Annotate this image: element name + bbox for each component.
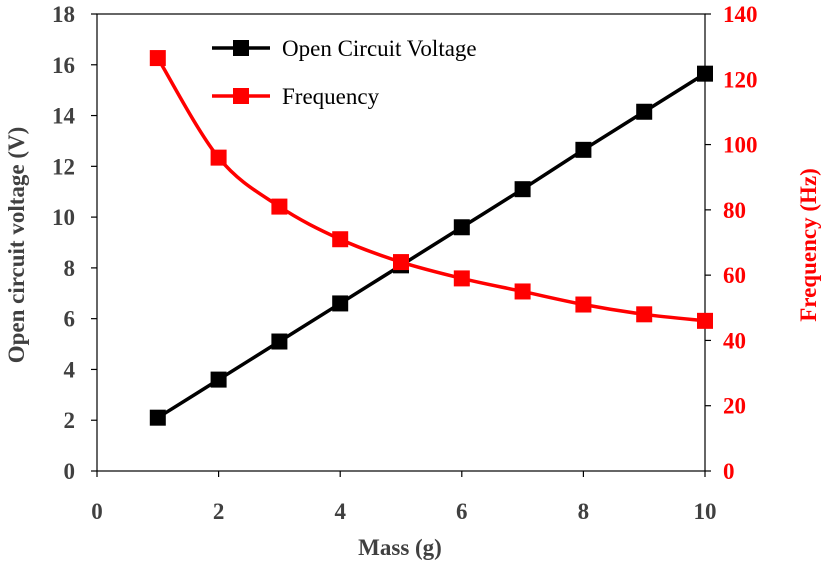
data-point-open-circuit-voltage — [332, 295, 349, 312]
data-point-frequency — [453, 270, 470, 287]
data-point-frequency — [514, 283, 531, 300]
data-point-frequency — [575, 296, 592, 313]
left-y-tick-label: 16 — [52, 53, 75, 78]
x-tick-label: 0 — [91, 499, 103, 524]
x-tick-label: 6 — [456, 499, 468, 524]
right-y-tick-label: 80 — [723, 198, 746, 223]
data-point-frequency — [271, 198, 288, 215]
data-point-open-circuit-voltage — [575, 141, 592, 158]
series-layer — [149, 50, 713, 426]
left-y-tick-label: 0 — [64, 459, 76, 484]
x-axis-title: Mass (g) — [358, 535, 442, 560]
x-tick-label: 2 — [213, 499, 225, 524]
right-y-tick-label: 120 — [723, 67, 758, 92]
left-y-tick-label: 14 — [52, 104, 76, 129]
legend-marker-frequency — [233, 88, 249, 104]
legend-label-frequency: Frequency — [282, 84, 380, 109]
legend: Open Circuit Voltage Frequency — [212, 36, 477, 109]
left-y-tick-label: 6 — [64, 307, 76, 332]
data-point-open-circuit-voltage — [453, 219, 470, 236]
left-y-tick-label: 18 — [52, 2, 75, 27]
left-y-tick-label: 12 — [52, 154, 75, 179]
plot-frame — [96, 13, 706, 472]
right-y-tick-label: 0 — [723, 459, 735, 484]
right-y-tick-label: 100 — [723, 133, 758, 158]
right-y-tick-label: 60 — [723, 263, 746, 288]
legend-label-open-circuit-voltage: Open Circuit Voltage — [282, 36, 477, 61]
data-point-open-circuit-voltage — [697, 65, 713, 82]
x-tick-label: 8 — [578, 499, 590, 524]
series-line-open-circuit-voltage — [156, 72, 706, 420]
data-point-frequency — [636, 306, 653, 323]
data-point-frequency — [393, 254, 409, 271]
data-point-open-circuit-voltage — [149, 409, 166, 426]
right-y-tick-label: 20 — [723, 394, 746, 419]
series-frequency — [149, 50, 713, 329]
left-y-tick-label: 10 — [52, 205, 75, 230]
left-y-tick-label: 2 — [64, 408, 76, 433]
data-point-open-circuit-voltage — [636, 103, 653, 120]
x-tick-label: 4 — [334, 499, 346, 524]
left-y-tick-label: 4 — [64, 357, 76, 382]
right-y-axis-title: Frequency (Hz) — [796, 168, 821, 322]
x-tick-label: 10 — [694, 499, 717, 524]
data-point-open-circuit-voltage — [271, 333, 288, 350]
data-point-open-circuit-voltage — [514, 181, 531, 198]
data-point-frequency — [697, 312, 713, 329]
series-open-circuit-voltage — [149, 65, 713, 426]
left-y-tick-label: 8 — [64, 256, 76, 281]
data-point-open-circuit-voltage — [210, 371, 227, 388]
data-point-frequency — [332, 231, 349, 248]
data-point-frequency — [149, 50, 166, 67]
axes — [91, 13, 711, 477]
data-point-frequency — [210, 149, 227, 166]
right-y-tick-label: 40 — [723, 328, 746, 353]
left-y-axis-title: Open circuit voltage (V) — [4, 127, 29, 364]
right-y-tick-label: 140 — [723, 2, 758, 27]
legend-marker-open-circuit-voltage — [233, 40, 249, 56]
